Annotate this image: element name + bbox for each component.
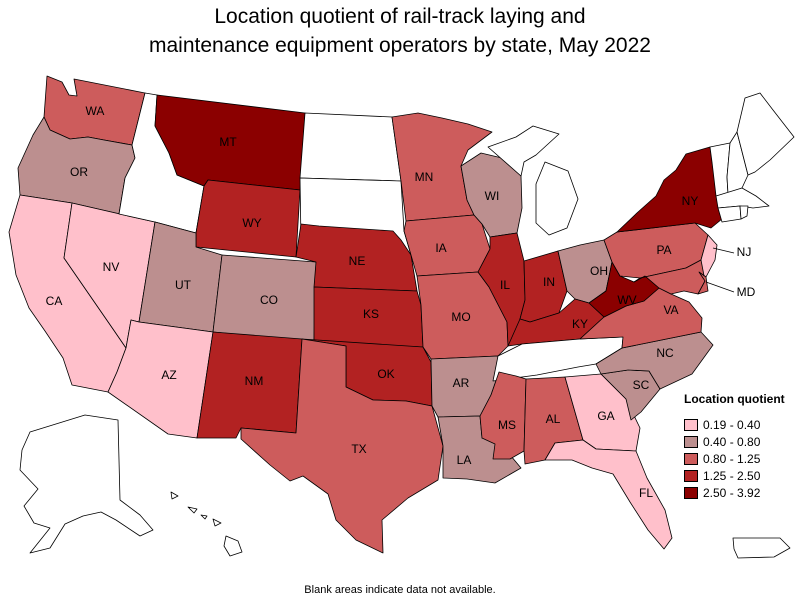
legend-item: 0.40 - 0.80 (684, 433, 794, 450)
state-label-il: IL (500, 278, 510, 292)
legend-title: Location quotient (684, 392, 785, 406)
legend-label: 0.40 - 0.80 (703, 434, 761, 449)
state-label-va: VA (663, 303, 678, 317)
legend-swatch (684, 452, 698, 465)
state-label-mn: MN (415, 170, 434, 184)
state-me (736, 92, 795, 176)
state-label-md: MD (737, 285, 756, 299)
state-nd (299, 112, 402, 182)
state-label-ca: CA (46, 294, 63, 308)
state-label-or: OR (70, 165, 88, 179)
title-line-1: Location quotient of rail-track laying a… (214, 5, 586, 28)
state-ms (479, 371, 527, 460)
state-md (633, 259, 706, 295)
state-label-oh: OH (590, 264, 608, 278)
state-ak (19, 414, 154, 554)
state-label-in: IN (543, 275, 555, 289)
state-label-ne: NE (349, 254, 366, 268)
state-label-sc: SC (633, 378, 650, 392)
legend-label: 0.19 - 0.40 (703, 417, 761, 432)
state-label-nv: NV (103, 260, 120, 274)
state-ri (739, 205, 749, 220)
state-label-mo: MO (451, 310, 470, 324)
state-ia (403, 214, 491, 277)
state-label-ok: OK (377, 367, 394, 381)
state-ny (616, 146, 723, 233)
state-pr (732, 537, 791, 559)
state-label-ms: MS (498, 418, 516, 432)
legend-swatch (684, 469, 698, 482)
state-label-tx: TX (351, 442, 366, 456)
state-tx (240, 338, 444, 554)
state-ne (295, 223, 418, 292)
state-label-wa: WA (86, 104, 105, 118)
state-mn (391, 112, 493, 222)
state-fl (544, 439, 673, 550)
state-label-nc: NC (656, 346, 674, 360)
state-label-pa: PA (656, 243, 671, 257)
state-label-co: CO (260, 293, 278, 307)
state-label-al: AL (546, 412, 561, 426)
data-note: Blank areas indicate data not available. (304, 584, 496, 596)
state-mi (487, 125, 579, 236)
state-de (697, 271, 709, 295)
state-label-wy: WY (242, 216, 261, 230)
legend-swatch (684, 418, 698, 431)
state-hi (170, 491, 243, 557)
state-label-ny: NY (682, 194, 699, 208)
legend-label: 0.80 - 1.25 (703, 451, 761, 466)
state-label-ut: UT (175, 278, 192, 292)
title-line-2: maintenance equipment operators by state… (149, 34, 651, 57)
state-label-la: LA (457, 453, 472, 467)
legend: Location quotient 0.19 - 0.40 0.40 - 0.80… (684, 392, 794, 501)
legend-item: 0.19 - 0.40 (684, 416, 794, 433)
state-label-wi: WI (485, 189, 500, 203)
state-label-ar: AR (453, 376, 470, 390)
state-ct (717, 205, 742, 223)
legend-label: 2.50 - 3.92 (703, 485, 761, 500)
state-label-fl: FL (639, 486, 653, 500)
legend-item: 1.25 - 2.50 (684, 467, 794, 484)
state-label-nj: NJ (737, 245, 752, 259)
state-label-az: AZ (161, 368, 176, 382)
state-label-ks: KS (363, 307, 379, 321)
state-label-mt: MT (219, 135, 237, 149)
state-label-ga: GA (597, 409, 614, 423)
legend-item: 2.50 - 3.92 (684, 484, 794, 501)
legend-label: 1.25 - 2.50 (703, 468, 761, 483)
state-label-ky: KY (572, 317, 588, 331)
state-label-wv: WV (617, 293, 636, 307)
state-label-nm: NM (245, 374, 264, 388)
legend-item: 0.80 - 1.25 (684, 450, 794, 467)
state-label-ia: IA (435, 241, 446, 255)
map-title: Location quotient of rail-track laying a… (0, 2, 800, 60)
legend-swatch (684, 486, 698, 499)
legend-swatch (684, 435, 698, 448)
